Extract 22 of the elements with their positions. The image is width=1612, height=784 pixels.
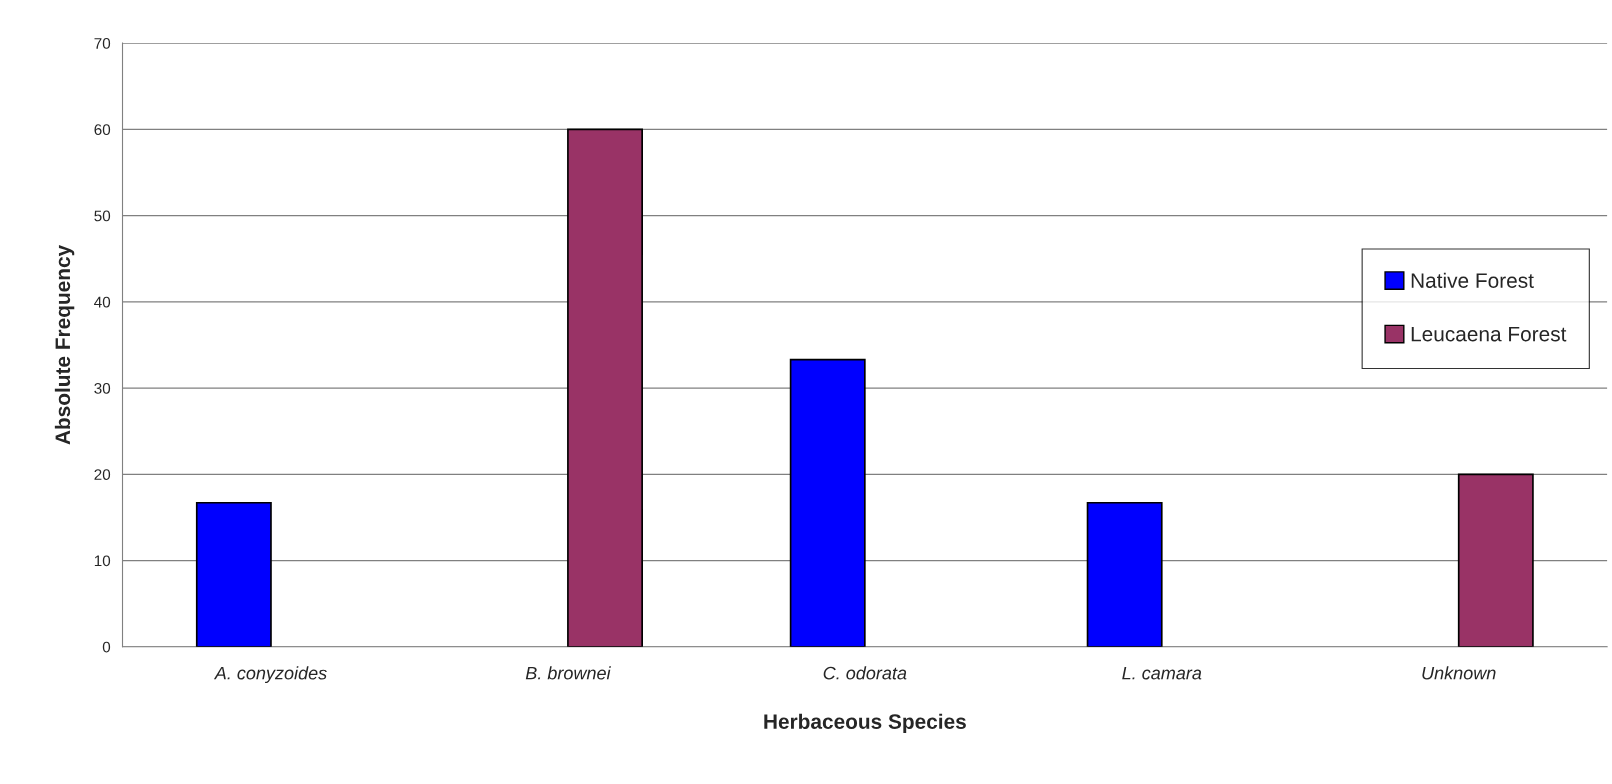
x-tick-label: Unknown <box>1422 666 1496 680</box>
x-axis-title: Herbaceous Species <box>764 713 966 734</box>
bar <box>1086 501 1163 647</box>
y-tick-label: 20 <box>94 469 111 481</box>
legend-label: Native Forest <box>1411 272 1534 288</box>
y-tick-label: 70 <box>94 37 111 49</box>
x-tick-label: C. odorata <box>823 666 907 680</box>
y-tick-label: 50 <box>94 210 111 222</box>
bar <box>567 128 643 647</box>
y-tick-label: 30 <box>94 382 111 394</box>
bar <box>1457 473 1534 647</box>
x-tick-label: L. camara <box>1122 666 1202 680</box>
bar <box>789 358 866 647</box>
y-axis-title: Absolute Frequency <box>54 244 75 445</box>
y-tick-label: 0 <box>102 641 111 653</box>
x-tick-label: A. conyzoides <box>213 666 327 684</box>
x-tick-label: B. brownei <box>525 666 611 680</box>
bar <box>195 501 272 647</box>
y-tick-label: 40 <box>94 296 111 308</box>
y-tick-label: 10 <box>94 555 111 567</box>
legend-label: Leucaena Forest <box>1411 326 1567 342</box>
y-tick-label: 60 <box>94 124 111 136</box>
